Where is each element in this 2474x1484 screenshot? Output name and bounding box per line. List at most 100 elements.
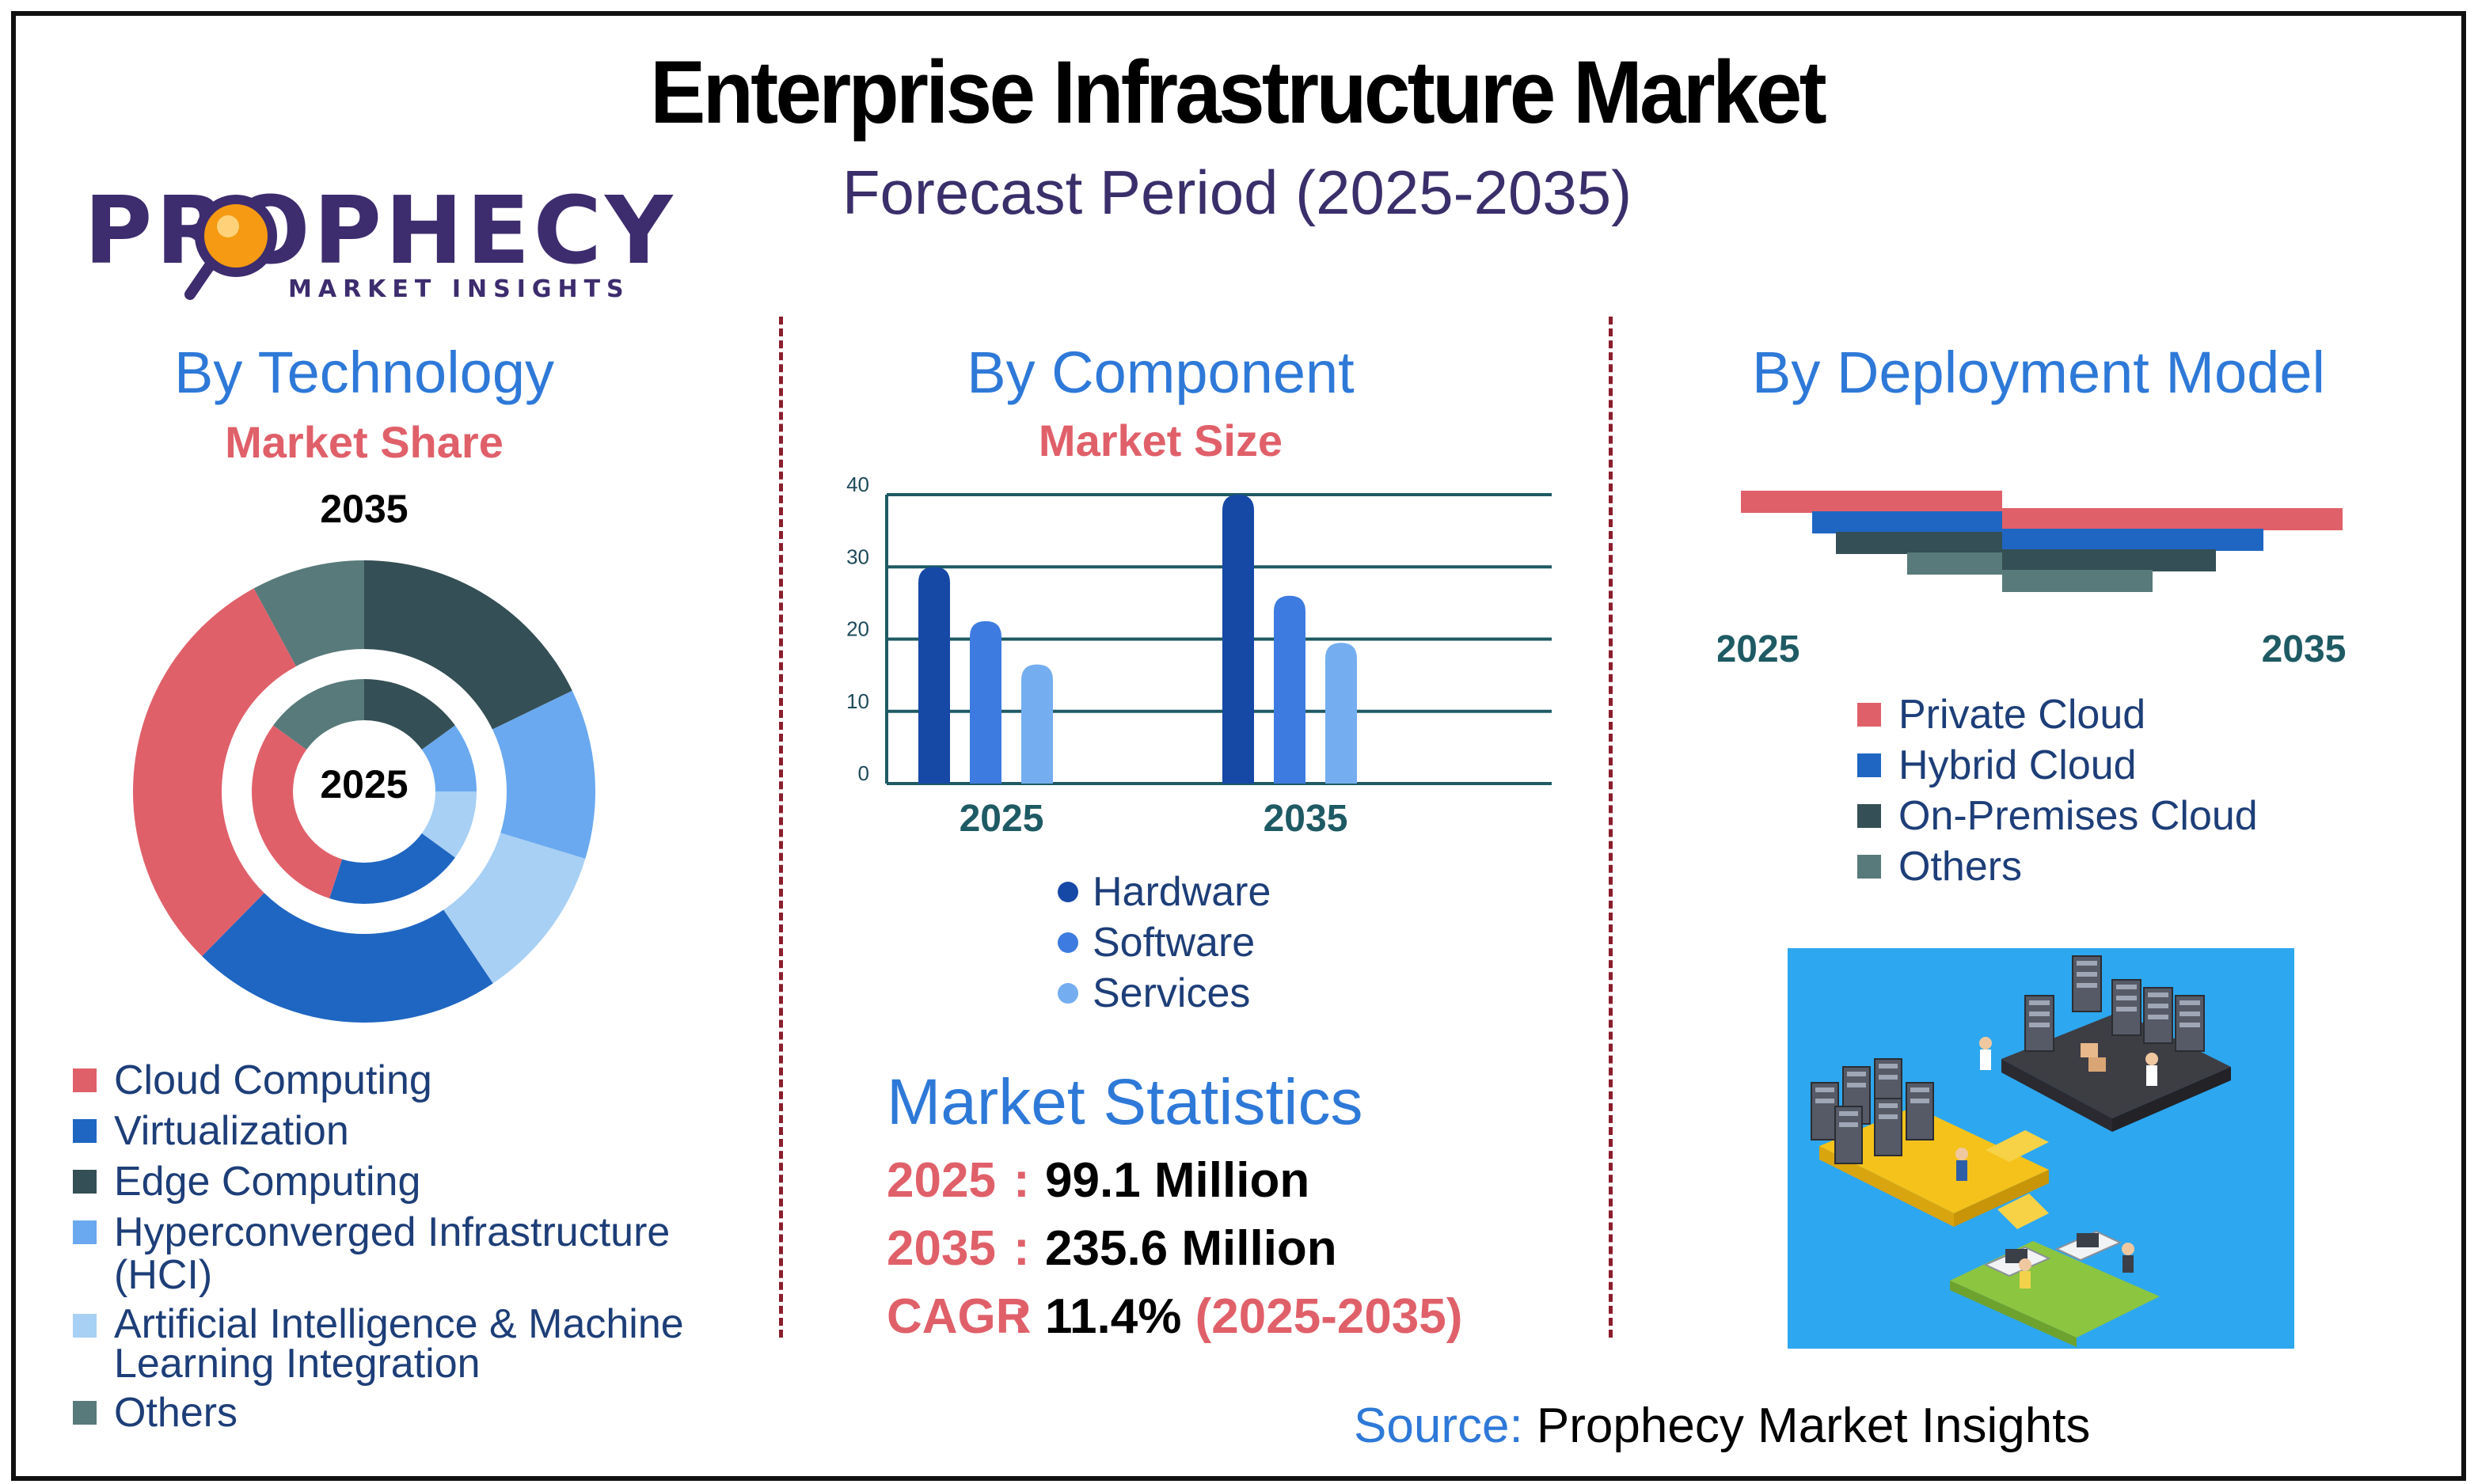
legend-label: Edge Computing: [114, 1159, 421, 1205]
legend-item-virtualization: Virtualization: [73, 1110, 770, 1152]
stat-separator: :: [1013, 1153, 1030, 1208]
legend-label: Others: [1898, 844, 2023, 890]
bar-software-2035: [1274, 595, 1305, 784]
logo-wordmark: PROPHECY: [84, 176, 676, 285]
bar-services-2035: [1325, 643, 1357, 784]
donut-outer-year-label: 2035: [320, 487, 409, 531]
legend-item-hyperconverged-infrastructure-hci: Hyperconverged Infrastructure (HCI): [73, 1211, 770, 1296]
legend-item-private-cloud: Private Cloud: [1857, 693, 2372, 736]
column-divider-left: [779, 317, 783, 1338]
bar-2035-on-premises-cloud: [2002, 549, 2216, 571]
stat-value: 99.1 Million: [1045, 1153, 1310, 1208]
legend-swatch: [73, 1314, 97, 1338]
page-subtitle: Forecast Period (2025-2035): [842, 158, 1632, 227]
component-section-title: By Component: [967, 340, 1355, 405]
market-statistics: 2025:99.1 Million 2035:235.6 Million CAGR:…: [887, 1152, 1599, 1357]
stat-separator: :: [1013, 1289, 1030, 1344]
stat-value: 11.4%: [1045, 1289, 1182, 1344]
bar-2035-others: [2002, 570, 2153, 592]
legend-item-others: Others: [1857, 845, 2372, 888]
stat-row-2035: 2035:235.6 Million: [887, 1220, 1599, 1289]
technology-section-subtitle: Market Share: [225, 417, 504, 467]
deployment-left-year-label: 2025: [1718, 628, 1799, 670]
bar-2025-on-premises-cloud: [1836, 532, 2002, 554]
legend-item-hybrid-cloud: Hybrid Cloud: [1857, 744, 2372, 787]
bar-2025-hybrid-cloud: [1812, 511, 2002, 533]
legend-dot: [1058, 983, 1078, 1004]
donut-slice-2035-cloud-computing: [132, 588, 297, 957]
stat-value: 235.6 Million: [1045, 1221, 1337, 1276]
legend-label: Private Cloud: [1898, 692, 2146, 738]
stat-label: 2035: [887, 1221, 996, 1276]
legend-label: Cloud Computing: [114, 1057, 432, 1103]
x-tick-label-2035: 2035: [1264, 798, 1348, 839]
legend-label: On-Premises Cloud: [1898, 793, 2258, 839]
technology-section-title: By Technology: [174, 340, 554, 405]
stat-extra: (2025-2035): [1181, 1289, 1463, 1344]
deployment-legend: Private Cloud Hybrid Cloud On-Premises Clo…: [1857, 693, 2372, 896]
stat-separator: :: [1013, 1221, 1030, 1276]
donut-center-hole: [293, 720, 435, 863]
y-tick-label: 10: [846, 689, 869, 713]
column-divider-right: [1609, 317, 1613, 1338]
deployment-section-title: By Deployment Model: [1752, 340, 2325, 405]
donut-inner-year-label: 2025: [320, 762, 409, 807]
legend-label: Software: [1093, 920, 1256, 966]
infographic-frame: [11, 11, 2466, 1481]
y-tick-label: 20: [846, 617, 869, 641]
donut-slice-2035-edge-computing: [364, 560, 572, 730]
legend-label: Others: [114, 1390, 238, 1436]
legend-label: Hybrid Cloud: [1898, 742, 2137, 788]
bar-hardware-2035: [1222, 495, 1254, 784]
legend-item-edge-computing: Edge Computing: [73, 1160, 770, 1203]
legend-item-services: Services: [1058, 972, 1454, 1015]
donut-slice-2035-others: [253, 560, 364, 666]
legend-swatch: [1857, 855, 1881, 879]
legend-swatch: [1857, 804, 1881, 828]
page-title: Enterprise Infrastructure Market: [650, 43, 1827, 142]
legend-label: Virtualization: [114, 1108, 349, 1154]
component-legend: Hardware Software Services: [1058, 871, 1454, 1023]
bar-hardware-2025: [918, 567, 950, 784]
bar-2035-private-cloud: [2002, 508, 2343, 530]
stat-label: 2025: [887, 1153, 996, 1208]
market-statistics-title: Market Statistics: [887, 1066, 1363, 1138]
deployment-right-year-label: 2035: [2262, 628, 2347, 670]
legend-item-software: Software: [1058, 921, 1454, 964]
y-tick-label: 30: [846, 545, 869, 568]
magnifier-icon: [184, 195, 277, 300]
legend-item-artificial-intelligence-machine-learning-integration: Artificial Intelligence & Machine Learni…: [73, 1304, 770, 1384]
component-section-subtitle: Market Size: [1038, 416, 1283, 465]
legend-label: Services: [1093, 970, 1251, 1016]
stat-row-cagr: CAGR: 11.4% (2025-2035): [887, 1289, 1599, 1357]
legend-swatch: [73, 1401, 97, 1425]
legend-label: Hyperconverged Infrastructure (HCI): [114, 1209, 671, 1298]
source-label: Source:: [1354, 1399, 1523, 1453]
legend-swatch: [1857, 703, 1881, 727]
stat-label: CAGR: [887, 1289, 1032, 1344]
donut-slice-2035-virtualization: [202, 893, 493, 1023]
y-tick-label: 0: [858, 761, 869, 785]
legend-swatch: [73, 1170, 97, 1194]
bar-2025-others: [1907, 552, 2002, 575]
stat-row-2025: 2025:99.1 Million: [887, 1152, 1599, 1220]
legend-swatch: [73, 1068, 97, 1092]
legend-item-others: Others: [73, 1391, 770, 1434]
bar-services-2025: [1021, 664, 1053, 784]
source-line: Source: Prophecy Market Insights: [1354, 1398, 2090, 1454]
legend-item-on-premises-cloud: On-Premises Cloud: [1857, 795, 2372, 837]
deployment-diverging-bar-chart: 2025 2035: [1718, 491, 2347, 670]
legend-dot: [1058, 932, 1078, 953]
legend-swatch: [1857, 753, 1881, 777]
x-tick-label-2025: 2025: [960, 798, 1044, 839]
legend-item-hardware: Hardware: [1058, 871, 1454, 913]
component-bar-chart: 0 10 20 30 40 2025 2035: [846, 473, 1552, 839]
legend-swatch: [73, 1220, 97, 1244]
data-center-illustration: [1788, 948, 2294, 1349]
bar-software-2025: [970, 621, 1001, 784]
legend-dot: [1058, 882, 1078, 902]
donut-slice-2035-artificial-intelligence-machine-learning-integration: [443, 833, 586, 984]
legend-label: Hardware: [1093, 869, 1271, 915]
technology-donut-chart: [132, 560, 595, 1023]
bar-2025-private-cloud: [1741, 491, 2002, 513]
